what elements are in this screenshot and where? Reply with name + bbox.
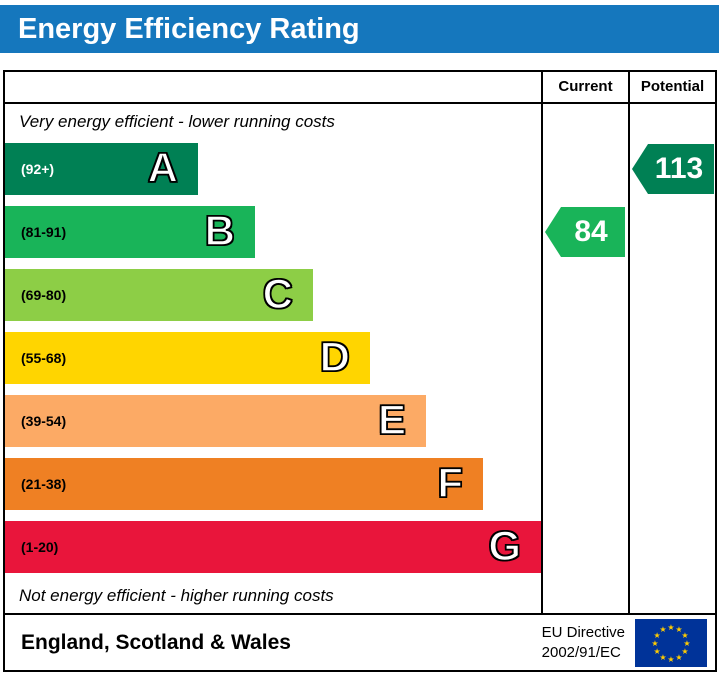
svg-text:★: ★ [654,631,661,640]
bottom-note: Not energy efficient - higher running co… [19,586,334,605]
svg-text:★: ★ [667,623,674,632]
band-bar-c: (69-80) C [5,269,313,321]
band-bar-e: (39-54) E [5,395,426,447]
current-rating-value: 84 [574,215,608,248]
column-header-row: Current Potential [5,72,715,104]
band-row-b: (81-91) B [5,201,541,264]
band-range-b: (81-91) [21,224,67,240]
band-bar-f: (21-38) F [5,458,483,510]
band-letter-e: E [377,396,407,444]
eu-directive-line2: 2002/91/EC [541,643,621,661]
band-row-g: (1-20) G [5,516,541,579]
eu-directive-line1: EU Directive [541,623,625,641]
svg-text:★: ★ [675,652,682,661]
band-range-c: (69-80) [21,287,67,303]
band-row-f: (21-38) F [5,453,541,516]
svg-text:★: ★ [683,639,690,648]
page-title: Energy Efficiency Rating [18,13,360,45]
eu-directive-label: EU Directive 2002/91/EC [542,622,625,663]
band-row-c: (69-80) C [5,264,541,327]
current-column-header: Current [558,78,613,95]
svg-text:★: ★ [667,655,674,664]
band-letter-a: A [147,144,179,192]
band-row-a: (92+) A [5,138,541,201]
svg-text:★: ★ [675,625,682,634]
svg-text:★: ★ [659,652,666,661]
band-range-d: (55-68) [21,350,67,366]
band-bar-d: (55-68) D [5,332,370,384]
svg-text:★: ★ [681,647,688,656]
svg-text:★: ★ [651,639,658,648]
band-letter-g: G [488,522,522,570]
potential-rating-arrow: 113 [632,144,714,194]
svg-text:★: ★ [659,625,666,634]
svg-text:★: ★ [681,631,688,640]
title-bar: Energy Efficiency Rating [0,5,719,53]
band-bar-a: (92+) A [5,143,198,195]
svg-text:★: ★ [654,647,661,656]
rating-chart: Current Potential Very energy efficient … [3,70,717,615]
band-range-e: (39-54) [21,413,67,429]
band-range-a: (92+) [21,161,55,177]
band-bar-b: (81-91) B [5,206,255,258]
band-range-g: (1-20) [21,539,59,555]
rating-bands: (92+) A (81-91) B (69-80) C (55-68) [5,138,541,579]
current-column-divider [541,72,543,613]
current-rating-arrow: 84 [545,207,625,257]
potential-column-header: Potential [640,78,705,95]
band-row-e: (39-54) E [5,390,541,453]
eu-flag-icon: ★ ★ ★ ★ ★ ★ ★ ★ ★ ★ ★ ★ [635,618,707,667]
potential-rating-value: 113 [654,152,704,185]
region-label: England, Scotland & Wales [21,630,291,654]
band-letter-f: F [437,459,464,507]
band-bar-g: (1-20) G [5,521,541,573]
top-note: Very energy efficient - lower running co… [19,112,335,131]
band-row-d: (55-68) D [5,327,541,390]
potential-column-divider [628,72,630,613]
band-letter-c: C [262,270,294,318]
band-letter-d: D [319,333,351,381]
band-range-f: (21-38) [21,476,67,492]
band-letter-b: B [204,207,236,255]
footer: England, Scotland & Wales EU Directive 2… [3,613,717,672]
